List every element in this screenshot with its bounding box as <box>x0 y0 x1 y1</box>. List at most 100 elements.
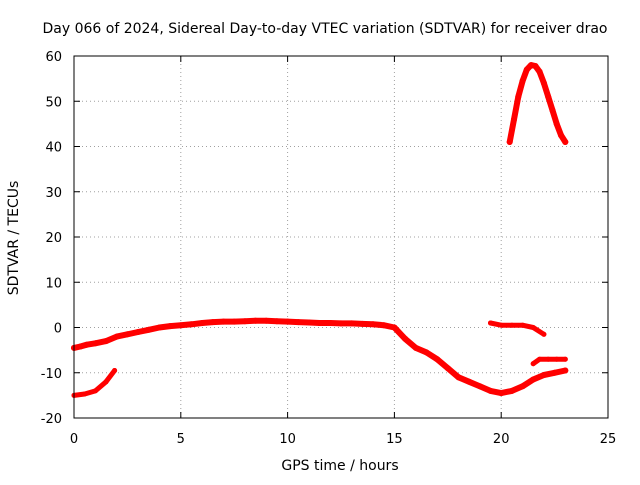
data-point <box>476 383 483 390</box>
data-point <box>412 344 419 351</box>
data-point <box>536 68 543 75</box>
data-point <box>327 320 334 326</box>
data-point <box>509 322 515 328</box>
data-point <box>231 318 238 325</box>
y-tick-label: 20 <box>45 231 62 246</box>
data-point <box>306 319 312 326</box>
data-point <box>188 321 195 328</box>
data-point <box>241 318 248 325</box>
y-tick-label: 60 <box>45 50 62 65</box>
data-point <box>532 63 539 69</box>
data-point <box>359 320 366 327</box>
data-point <box>348 320 355 327</box>
data-point <box>455 374 462 381</box>
x-tick-label: 5 <box>177 432 185 447</box>
data-point <box>83 341 90 348</box>
data-point <box>487 387 494 394</box>
y-tick-label: 10 <box>45 276 62 291</box>
data-point <box>519 383 526 390</box>
data-point <box>92 340 99 347</box>
data-point <box>554 356 560 362</box>
data-point <box>444 365 451 372</box>
y-tick-label: 50 <box>45 95 62 110</box>
data-point <box>530 361 536 367</box>
data-point <box>434 356 441 363</box>
x-tick-label: 0 <box>70 432 78 447</box>
data-point <box>511 116 517 123</box>
data-point <box>199 320 206 326</box>
data-point <box>530 376 537 383</box>
data-point <box>113 333 120 340</box>
series-evening-trace <box>488 320 547 337</box>
data-point <box>177 322 184 329</box>
data-point <box>103 338 109 345</box>
data-point <box>295 319 302 326</box>
x-tick-label: 10 <box>279 432 296 447</box>
data-point <box>316 320 323 326</box>
data-point <box>284 318 291 325</box>
data-point <box>498 322 504 328</box>
data-point <box>551 369 558 376</box>
data-point <box>92 388 98 394</box>
y-tick-label: -20 <box>41 412 62 427</box>
y-tick-label: 30 <box>45 186 62 201</box>
data-point <box>338 320 344 327</box>
data-point <box>112 368 118 373</box>
data-point <box>537 356 543 362</box>
data-point <box>263 317 270 324</box>
y-tick-label: -10 <box>41 367 62 382</box>
data-point <box>553 120 560 127</box>
data-point <box>562 367 569 374</box>
x-tick-label: 15 <box>386 432 403 447</box>
data-point <box>370 321 376 328</box>
data-point <box>540 372 547 378</box>
y-tick-label: 40 <box>45 141 62 156</box>
data-point <box>540 80 547 87</box>
x-axis-ticks: 0 5 10 15 20 25 <box>70 56 616 447</box>
data-point <box>82 391 88 397</box>
data-point <box>273 318 280 325</box>
data-point <box>545 93 552 100</box>
data-point <box>562 139 569 145</box>
data-point <box>391 324 398 331</box>
data-point <box>209 319 216 326</box>
data-point <box>519 77 526 84</box>
data-point <box>515 93 522 100</box>
data-point <box>145 326 152 333</box>
chart-title: Day 066 of 2024, Sidereal Day-to-day VTE… <box>42 21 607 37</box>
data-point <box>167 323 174 330</box>
data-point <box>506 139 513 145</box>
data-point <box>380 322 387 329</box>
data-point <box>508 387 515 394</box>
data-point <box>220 318 227 325</box>
data-point <box>530 325 536 330</box>
data-point <box>402 335 409 342</box>
data-point <box>135 329 142 335</box>
grid <box>74 56 608 418</box>
data-point <box>252 317 259 324</box>
data-point <box>156 324 163 331</box>
data-point <box>488 320 493 326</box>
series-peak-arc <box>506 62 569 145</box>
data-point <box>77 343 84 350</box>
data-point <box>124 331 131 338</box>
data-point <box>520 322 526 328</box>
data-point <box>423 349 430 356</box>
data-point <box>549 107 556 114</box>
data-point <box>103 379 109 385</box>
x-axis-label: GPS time / hours <box>281 458 398 474</box>
data-point <box>498 390 505 397</box>
data-point <box>558 132 564 139</box>
y-tick-label: 0 <box>54 322 62 337</box>
data-point <box>466 378 473 385</box>
y-axis-label: SDTVAR / TECUs <box>6 181 22 296</box>
series-group <box>71 62 569 398</box>
data-point <box>545 356 551 362</box>
y-axis-ticks: -20 -10 0 10 20 30 40 50 60 <box>41 50 608 427</box>
data-point <box>541 331 547 337</box>
x-tick-label: 20 <box>493 432 510 447</box>
x-tick-label: 25 <box>600 432 617 447</box>
data-point <box>523 66 530 73</box>
